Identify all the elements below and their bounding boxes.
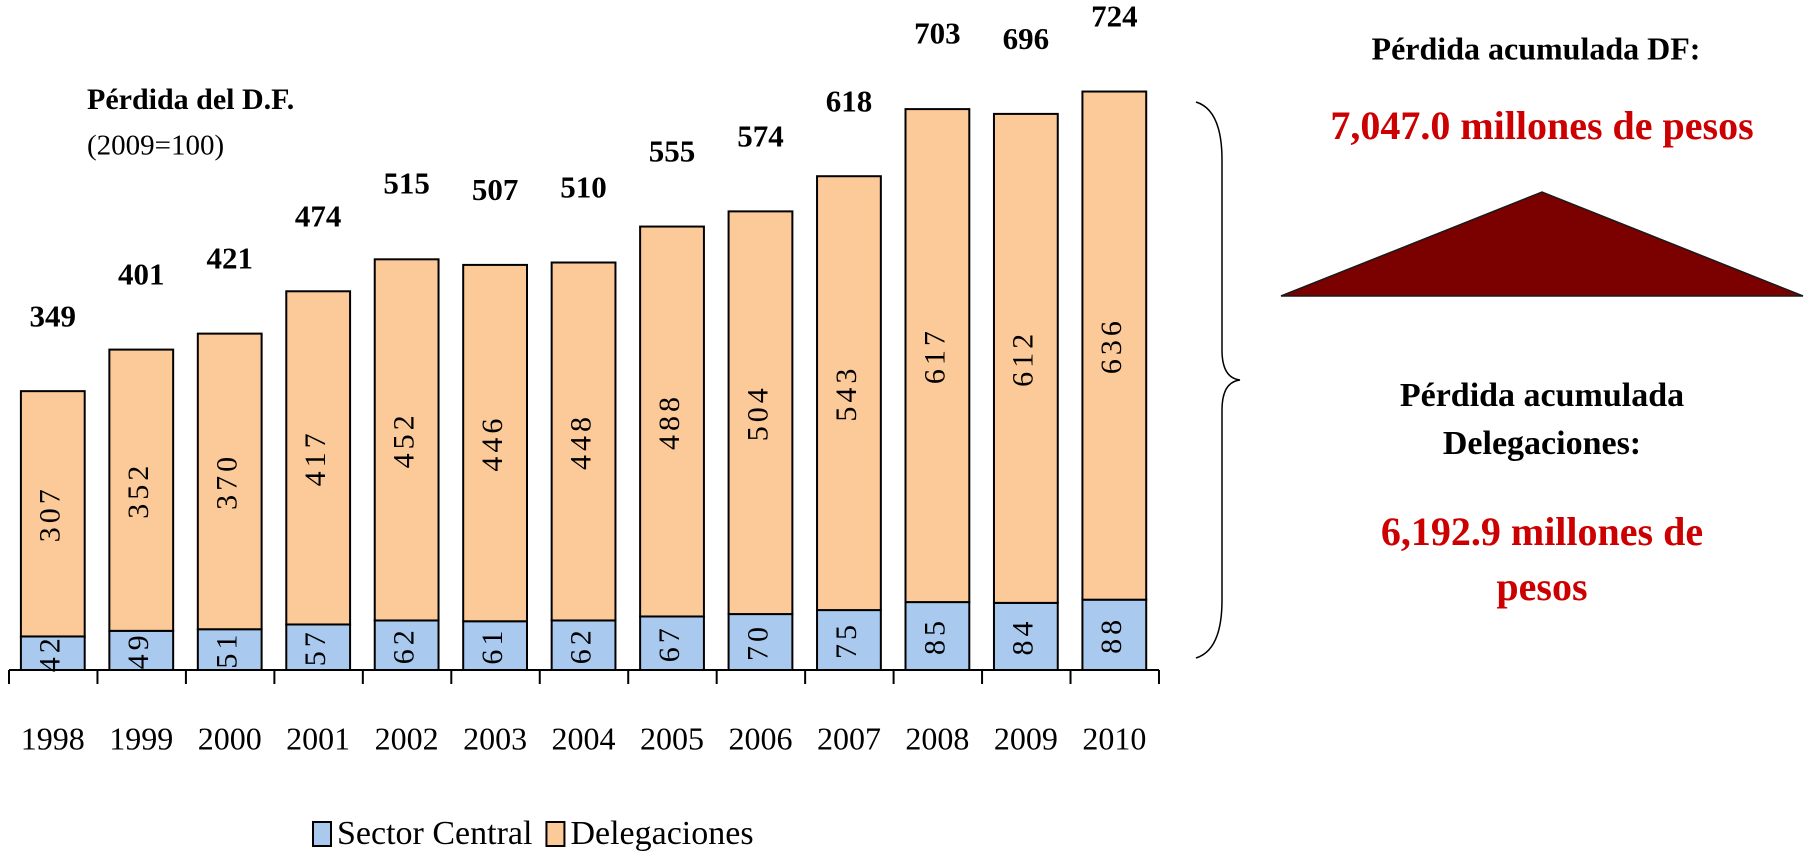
x-tick-label: 2006 xyxy=(728,720,792,756)
annotation: pesos xyxy=(1496,564,1587,609)
bar-segment xyxy=(992,112,1059,604)
data-label: 352 xyxy=(122,462,155,519)
legend-label: Sector Central xyxy=(337,815,532,852)
x-tick-label: 1999 xyxy=(109,720,173,756)
data-label: 88 xyxy=(1095,616,1128,654)
x-tick-label: 2005 xyxy=(640,720,704,756)
bar-segment xyxy=(550,261,617,622)
data-label: 612 xyxy=(1007,330,1040,387)
total-label: 703 xyxy=(914,15,961,50)
bar-segment xyxy=(108,348,175,632)
x-tick-label: 2010 xyxy=(1082,720,1146,756)
total-label: 401 xyxy=(118,257,165,292)
data-label: 504 xyxy=(741,384,774,441)
total-label: 515 xyxy=(383,166,430,201)
bar-segment xyxy=(904,108,971,604)
total-label: 349 xyxy=(30,298,77,333)
data-label: 70 xyxy=(741,623,774,661)
data-label: 49 xyxy=(122,631,155,669)
data-label: 84 xyxy=(1007,617,1040,655)
total-label: 555 xyxy=(649,134,696,169)
data-label: 543 xyxy=(830,365,863,422)
total-label: 421 xyxy=(206,241,253,276)
bar-segment xyxy=(816,175,882,612)
bar-segment xyxy=(196,332,263,631)
data-label: 85 xyxy=(918,617,951,655)
annotation: Pérdida acumulada xyxy=(1400,377,1684,414)
annotation: Delegaciones: xyxy=(1443,425,1641,462)
arrow xyxy=(1280,191,1804,297)
data-label: 62 xyxy=(388,626,421,664)
chart-title: Pérdida del D.F. xyxy=(87,83,294,116)
brace xyxy=(1195,101,1241,659)
bar-segment xyxy=(285,290,352,626)
bar-segment xyxy=(816,609,882,672)
bar-segment xyxy=(727,210,794,616)
x-tick-label: 2000 xyxy=(198,720,262,756)
total-label: 510 xyxy=(560,170,607,205)
chart-subtitle: (2009=100) xyxy=(87,130,224,162)
data-label: 617 xyxy=(918,327,951,384)
total-label: 696 xyxy=(1003,21,1050,56)
legend-swatch xyxy=(545,821,566,847)
data-label: 417 xyxy=(299,429,332,486)
data-label: 307 xyxy=(34,485,67,542)
data-label: 488 xyxy=(653,393,686,450)
legend-swatch xyxy=(312,821,332,847)
bar-segment xyxy=(373,258,440,622)
annotation: 7,047.0 millones de pesos xyxy=(1330,103,1753,148)
legend-label: Delegaciones xyxy=(570,815,753,852)
x-tick-label: 2002 xyxy=(375,720,439,756)
data-label: 446 xyxy=(476,415,509,472)
bar-segment xyxy=(1081,90,1148,601)
data-label: 51 xyxy=(211,631,244,669)
data-label: 636 xyxy=(1095,317,1128,374)
bar-segment xyxy=(639,225,705,618)
annotation: 6,192.9 millones de xyxy=(1381,509,1703,554)
x-tick-label: 1998 xyxy=(21,720,85,756)
total-label: 507 xyxy=(472,172,519,207)
x-tick-label: 2009 xyxy=(994,720,1058,756)
data-label: 62 xyxy=(564,626,597,664)
data-label: 61 xyxy=(476,627,509,665)
annotation: Pérdida acumulada DF: xyxy=(1372,30,1701,66)
x-tick-label: 2003 xyxy=(463,720,527,756)
bar-segment xyxy=(727,613,794,672)
x-tick-label: 2007 xyxy=(817,720,881,756)
data-label: 448 xyxy=(564,413,597,470)
total-label: 724 xyxy=(1091,0,1138,34)
bar-segment xyxy=(992,601,1059,671)
data-label: 42 xyxy=(34,634,67,672)
total-label: 574 xyxy=(737,118,784,153)
bar-segment xyxy=(19,390,86,638)
data-label: 75 xyxy=(830,621,863,659)
total-label: 474 xyxy=(295,198,342,233)
bar-segment xyxy=(462,620,529,671)
bar-segment xyxy=(462,263,529,623)
data-label: 57 xyxy=(299,628,332,666)
data-label: 67 xyxy=(653,624,686,662)
total-label: 618 xyxy=(826,83,873,118)
x-tick-label: 2004 xyxy=(552,720,616,756)
data-label: 452 xyxy=(388,411,421,468)
x-tick-label: 2001 xyxy=(286,720,350,756)
x-tick-label: 2008 xyxy=(905,720,969,756)
data-label: 370 xyxy=(211,453,244,510)
